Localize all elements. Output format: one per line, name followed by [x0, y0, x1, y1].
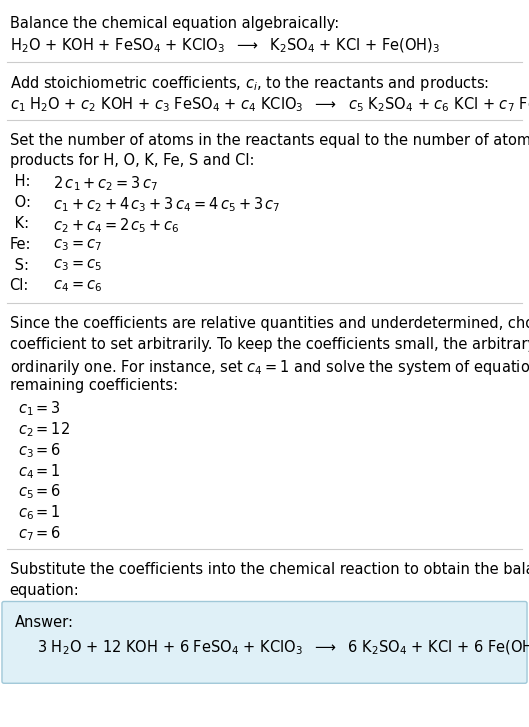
Text: Add stoichiometric coefficients, $c_i$, to the reactants and products:: Add stoichiometric coefficients, $c_i$, …: [10, 74, 489, 93]
Text: $c_3 = c_7$: $c_3 = c_7$: [44, 237, 102, 252]
Text: K:: K:: [10, 216, 29, 231]
Text: remaining coefficients:: remaining coefficients:: [10, 379, 178, 393]
Text: $c_2 + c_4 = 2\,c_5 + c_6$: $c_2 + c_4 = 2\,c_5 + c_6$: [44, 216, 180, 235]
Text: $c_5 = 6$: $c_5 = 6$: [18, 483, 61, 502]
Text: Balance the chemical equation algebraically:: Balance the chemical equation algebraica…: [10, 16, 339, 31]
Text: ordinarily one. For instance, set $c_4 = 1$ and solve the system of equations fo: ordinarily one. For instance, set $c_4 =…: [10, 358, 529, 377]
Text: Fe:: Fe:: [10, 237, 31, 252]
Text: $c_3 = 6$: $c_3 = 6$: [18, 441, 61, 459]
Text: $c_1$ H$_2$O + $c_2$ KOH + $c_3$ FeSO$_4$ + $c_4$ KClO$_3$  $\longrightarrow$  $: $c_1$ H$_2$O + $c_2$ KOH + $c_3$ FeSO$_4…: [10, 95, 529, 113]
Text: H$_2$O + KOH + FeSO$_4$ + KClO$_3$  $\longrightarrow$  K$_2$SO$_4$ + KCl + Fe(OH: H$_2$O + KOH + FeSO$_4$ + KClO$_3$ $\lon…: [10, 37, 440, 55]
Text: coefficient to set arbitrarily. To keep the coefficients small, the arbitrary va: coefficient to set arbitrarily. To keep …: [10, 337, 529, 352]
FancyBboxPatch shape: [2, 601, 527, 683]
Text: S:: S:: [10, 257, 29, 273]
Text: products for H, O, K, Fe, S and Cl:: products for H, O, K, Fe, S and Cl:: [10, 153, 254, 169]
Text: $2\,c_1 + c_2 = 3\,c_7$: $2\,c_1 + c_2 = 3\,c_7$: [44, 174, 159, 193]
Text: Cl:: Cl:: [10, 278, 29, 294]
Text: $c_4 = c_6$: $c_4 = c_6$: [44, 278, 103, 294]
Text: $c_6 = 1$: $c_6 = 1$: [18, 504, 61, 522]
Text: $c_7 = 6$: $c_7 = 6$: [18, 524, 61, 543]
Text: O:: O:: [10, 195, 31, 210]
Text: Since the coefficients are relative quantities and underdetermined, choose a: Since the coefficients are relative quan…: [10, 316, 529, 331]
Text: Set the number of atoms in the reactants equal to the number of atoms in the: Set the number of atoms in the reactants…: [10, 132, 529, 148]
Text: H:: H:: [10, 174, 30, 189]
Text: 3 H$_2$O + 12 KOH + 6 FeSO$_4$ + KClO$_3$  $\longrightarrow$  6 K$_2$SO$_4$ + KC: 3 H$_2$O + 12 KOH + 6 FeSO$_4$ + KClO$_3…: [38, 638, 529, 656]
Text: equation:: equation:: [10, 582, 79, 598]
Text: $c_1 + c_2 + 4\,c_3 + 3\,c_4 = 4\,c_5 + 3\,c_7$: $c_1 + c_2 + 4\,c_3 + 3\,c_4 = 4\,c_5 + …: [44, 195, 281, 214]
Text: Substitute the coefficients into the chemical reaction to obtain the balanced: Substitute the coefficients into the che…: [10, 562, 529, 577]
Text: $c_1 = 3$: $c_1 = 3$: [18, 399, 61, 418]
Text: $c_3 = c_5$: $c_3 = c_5$: [44, 257, 102, 273]
Text: $c_4 = 1$: $c_4 = 1$: [18, 462, 61, 481]
Text: Answer:: Answer:: [15, 614, 74, 630]
Text: $c_2 = 12$: $c_2 = 12$: [18, 420, 70, 439]
